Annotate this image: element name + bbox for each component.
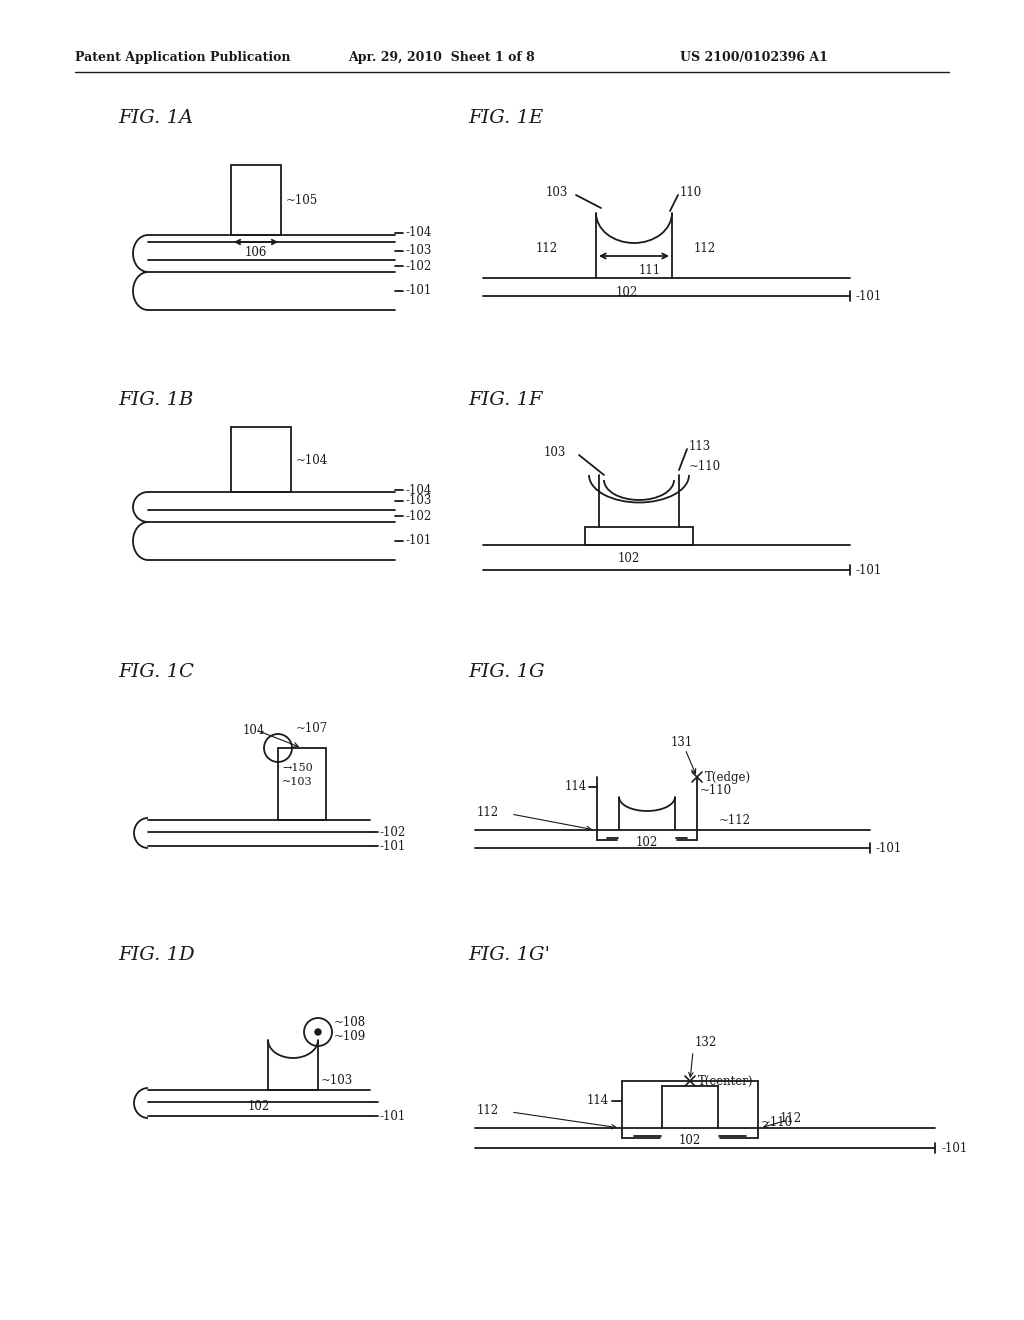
Text: -104: -104 — [406, 227, 431, 239]
Text: T(center): T(center) — [698, 1074, 754, 1088]
Text: -103: -103 — [406, 495, 431, 507]
Text: FIG. 1F: FIG. 1F — [468, 391, 543, 409]
Text: 102: 102 — [679, 1134, 701, 1147]
Text: ~105: ~105 — [286, 194, 318, 206]
Text: ~108: ~108 — [334, 1015, 367, 1028]
Text: -104: -104 — [406, 483, 431, 496]
Bar — [231, 165, 281, 235]
Text: -102: -102 — [406, 260, 431, 272]
Text: 102: 102 — [617, 553, 640, 565]
Text: 103: 103 — [546, 186, 568, 199]
Text: T(edge): T(edge) — [705, 771, 752, 784]
Text: 106: 106 — [245, 246, 267, 259]
Text: -101: -101 — [406, 285, 431, 297]
Bar — [231, 426, 291, 492]
Text: 102: 102 — [248, 1100, 270, 1113]
Text: -101: -101 — [406, 535, 431, 548]
Text: 104: 104 — [243, 723, 265, 737]
Text: -101: -101 — [856, 289, 883, 302]
Text: 132: 132 — [695, 1036, 717, 1049]
Text: FIG. 1G': FIG. 1G' — [468, 946, 550, 964]
Text: -101: -101 — [380, 840, 407, 853]
Text: ~110: ~110 — [700, 784, 732, 797]
Text: 114: 114 — [565, 780, 587, 793]
Text: 111: 111 — [639, 264, 662, 276]
Text: ~110: ~110 — [761, 1117, 794, 1130]
Text: 112: 112 — [477, 805, 499, 818]
Text: →150: →150 — [282, 763, 312, 774]
Text: -101: -101 — [856, 564, 883, 577]
Circle shape — [315, 1030, 321, 1035]
Text: Patent Application Publication: Patent Application Publication — [75, 50, 291, 63]
Text: 113: 113 — [689, 441, 712, 454]
Text: 131: 131 — [671, 735, 693, 748]
Text: -101: -101 — [876, 842, 902, 854]
Text: 112: 112 — [780, 1111, 802, 1125]
Text: ~103: ~103 — [321, 1073, 353, 1086]
Text: -101: -101 — [941, 1142, 968, 1155]
Text: ~110: ~110 — [689, 461, 721, 474]
Text: FIG. 1C: FIG. 1C — [118, 663, 194, 681]
Text: 112: 112 — [536, 242, 558, 255]
Text: FIG. 1B: FIG. 1B — [118, 391, 194, 409]
Text: FIG. 1G: FIG. 1G — [468, 663, 545, 681]
Text: FIG. 1E: FIG. 1E — [468, 110, 544, 127]
Bar — [585, 527, 693, 545]
Text: 102: 102 — [636, 836, 658, 849]
Text: Apr. 29, 2010  Sheet 1 of 8: Apr. 29, 2010 Sheet 1 of 8 — [348, 50, 535, 63]
Text: ~103: ~103 — [282, 777, 312, 787]
Text: ~104: ~104 — [296, 454, 329, 466]
Text: ~109: ~109 — [334, 1030, 367, 1043]
Text: 102: 102 — [616, 285, 638, 298]
Text: -102: -102 — [406, 510, 431, 523]
Text: 103: 103 — [544, 446, 566, 459]
Text: -103: -103 — [406, 244, 431, 257]
Text: FIG. 1D: FIG. 1D — [118, 946, 195, 964]
Text: 112: 112 — [694, 242, 716, 255]
Text: -101: -101 — [380, 1110, 407, 1122]
Text: US 2100/0102396 A1: US 2100/0102396 A1 — [680, 50, 827, 63]
Text: ~107: ~107 — [296, 722, 329, 735]
Text: 110: 110 — [680, 186, 702, 199]
Bar — [278, 748, 326, 820]
Text: -102: -102 — [380, 825, 407, 838]
Text: 114: 114 — [587, 1094, 609, 1107]
Text: FIG. 1A: FIG. 1A — [118, 110, 194, 127]
Text: ~112: ~112 — [719, 813, 751, 826]
Text: 112: 112 — [477, 1104, 499, 1117]
